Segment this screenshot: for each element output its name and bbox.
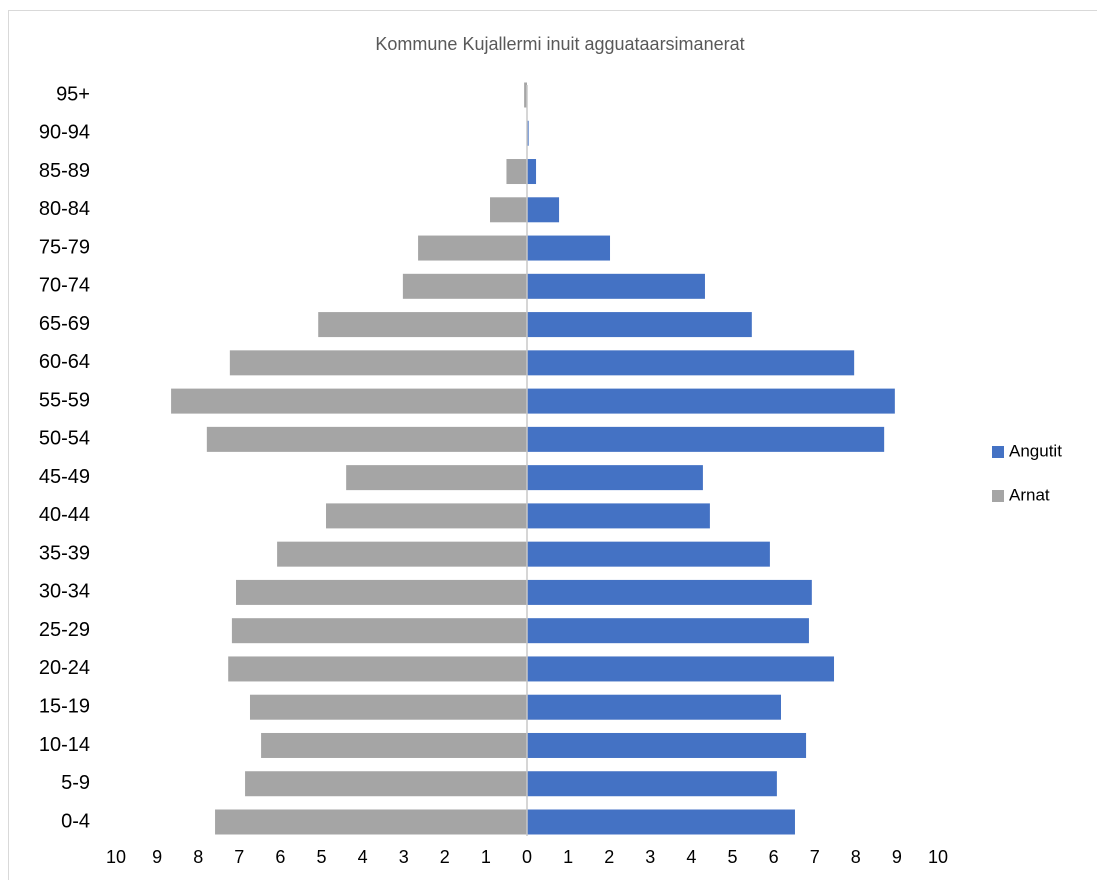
x-tick-label: 10 [106,847,126,867]
bar [418,235,527,261]
legend-swatch [992,490,1004,502]
bar [527,159,537,185]
x-tick-label: 10 [928,847,948,867]
bar [228,656,527,682]
x-tick-label: 2 [604,847,614,867]
x-tick-label: 2 [440,847,450,867]
bar [249,694,527,720]
bar [527,120,529,146]
bar [490,197,527,223]
x-tick-label: 6 [769,847,779,867]
y-tick-label: 70-74 [39,275,90,297]
y-tick-label: 0-4 [61,810,90,832]
bar [527,388,895,414]
legend-swatch [992,446,1004,458]
x-tick-label: 4 [358,847,368,867]
x-tick-label: 7 [810,847,820,867]
bar [527,618,809,644]
bar [527,579,812,605]
y-tick-label: 15-19 [39,695,90,717]
y-tick-label: 20-24 [39,657,90,679]
x-tick-label: 6 [275,847,285,867]
bar [527,273,705,299]
y-tick-label: 75-79 [39,236,90,258]
x-tick-label: 3 [645,847,655,867]
y-tick-label: 55-59 [39,389,90,411]
bar [277,541,527,567]
y-tick-label: 95+ [56,83,90,105]
x-tick-label: 9 [892,847,902,867]
y-tick-label: 60-64 [39,351,90,373]
x-tick-label: 8 [193,847,203,867]
bar [524,82,527,108]
x-tick-label: 4 [686,847,696,867]
y-tick-label: 30-34 [39,581,90,603]
bar [261,732,527,758]
bar [527,656,835,682]
bar [527,426,885,452]
y-tick-label: 90-94 [39,122,90,144]
bar [506,159,527,185]
bar [527,235,611,261]
y-tick-label: 25-29 [39,619,90,641]
y-tick-label: 80-84 [39,198,90,220]
y-tick-label: 5-9 [61,772,90,794]
bar [236,579,527,605]
x-tick-label: 0 [522,847,532,867]
bar [527,503,710,529]
x-tick-label: 8 [851,847,861,867]
bar [527,197,560,223]
bar [215,809,527,835]
legend-label: Angutit [1009,441,1062,460]
y-tick-label: 65-69 [39,313,90,335]
bar [402,273,527,299]
bar [171,388,527,414]
x-tick-label: 5 [727,847,737,867]
y-tick-label: 40-44 [39,504,90,526]
x-tick-label: 1 [563,847,573,867]
bar [527,771,777,797]
bar [527,809,795,835]
bar [318,312,527,338]
bar [206,426,527,452]
x-tick-label: 7 [234,847,244,867]
bar [231,618,528,644]
bar [527,465,703,491]
bar [346,465,527,491]
x-tick-label: 9 [152,847,162,867]
bar [527,732,807,758]
y-tick-label: 45-49 [39,466,90,488]
y-tick-label: 85-89 [39,160,90,182]
bar [527,312,752,338]
bar [229,350,528,376]
x-tick-label: 5 [316,847,326,867]
x-tick-label: 1 [481,847,491,867]
bar [326,503,527,529]
chart-title: Kommune Kujallermi inuit agguataarsimane… [375,34,744,54]
y-tick-label: 50-54 [39,428,90,450]
bar [527,541,770,567]
bar [245,771,527,797]
y-tick-label: 10-14 [39,734,90,756]
x-tick-label: 3 [399,847,409,867]
y-tick-label: 35-39 [39,542,90,564]
legend-label: Arnat [1009,485,1050,504]
bar [527,350,855,376]
bar [527,694,781,720]
